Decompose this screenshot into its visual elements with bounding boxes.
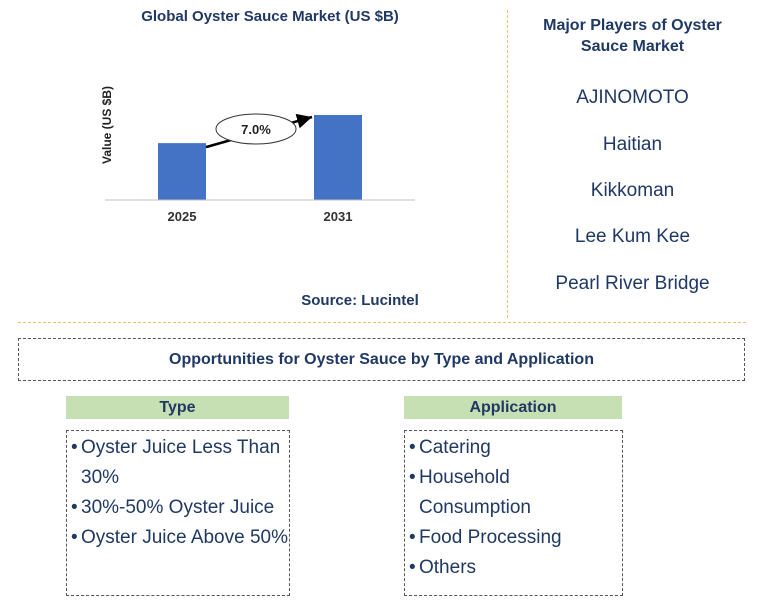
chart-title: Global Oyster Sauce Market (US $B) bbox=[141, 8, 399, 25]
list-item: • Catering bbox=[409, 437, 491, 458]
type-list: • Oyster Juice Less Than 30% • 30%-50% Oys… bbox=[66, 430, 290, 596]
player-haitian: Haitian bbox=[602, 134, 663, 155]
bar-2031 bbox=[314, 115, 362, 200]
list-item: • Food Processing bbox=[409, 527, 562, 548]
source-label: Source: Lucintel bbox=[301, 292, 419, 309]
x-tick-label: 2031 bbox=[324, 209, 353, 224]
list-item: • Oyster Juice Above 50% bbox=[71, 527, 288, 548]
list-item: • Household Consumption bbox=[409, 467, 531, 518]
growth-label: 7.0% bbox=[241, 122, 271, 137]
application-header: Application bbox=[404, 396, 622, 419]
player-pearl-river-bridge: Pearl River Bridge bbox=[555, 273, 710, 294]
application-list: • Catering • Household Consumption • Food P… bbox=[404, 430, 623, 596]
list-item: • 30%-50% Oyster Juice bbox=[71, 497, 275, 518]
player-lee-kum-kee: Lee Kum Kee bbox=[574, 226, 691, 247]
list-item: • Others bbox=[409, 557, 477, 578]
bar-chart: 2025 2031 7.0% bbox=[105, 113, 415, 224]
type-header: Type bbox=[66, 396, 289, 419]
list-item: • Oyster Juice Less Than 30% bbox=[71, 437, 281, 488]
player-kikkoman: Kikkoman bbox=[590, 180, 675, 201]
bar-2025 bbox=[158, 143, 206, 200]
growth-bubble bbox=[215, 113, 297, 145]
opportunities-title: Opportunities for Oyster Sauce by Type a… bbox=[18, 338, 745, 381]
horizontal-divider bbox=[18, 322, 746, 323]
players-title: Major Players of Oyster Sauce Market bbox=[543, 17, 722, 55]
x-tick-label: 2025 bbox=[168, 209, 197, 224]
vertical-divider bbox=[507, 10, 508, 318]
player-ajinomoto: AJINOMOTO bbox=[576, 87, 689, 108]
